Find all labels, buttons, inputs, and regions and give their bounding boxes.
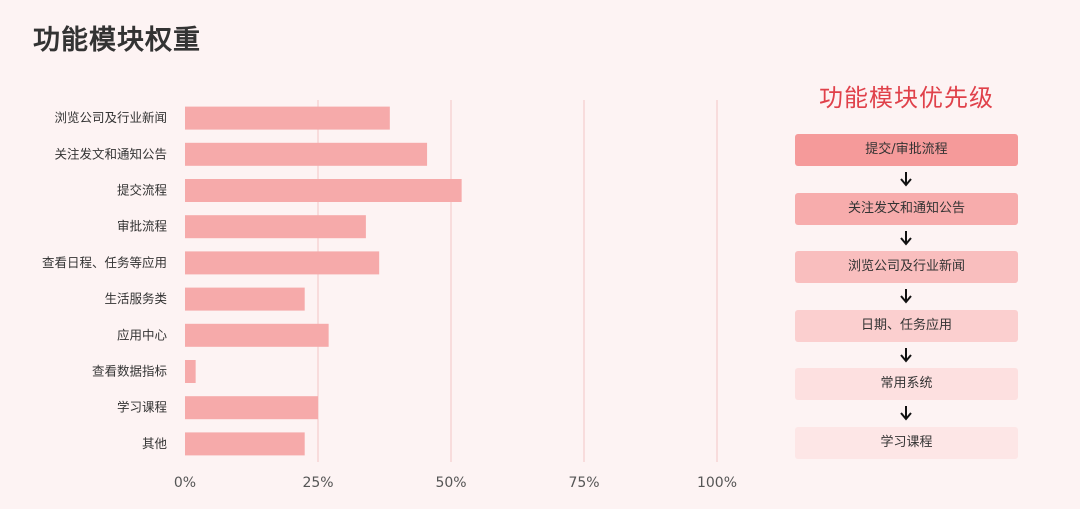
bar xyxy=(185,396,318,420)
priority-item: 提交/审批流程 xyxy=(795,134,1018,166)
bar xyxy=(185,251,380,275)
priority-item: 关注发文和通知公告 xyxy=(795,192,1018,225)
category-label: 其他 xyxy=(142,436,168,451)
bar xyxy=(185,142,428,166)
x-tick-label: 50% xyxy=(435,475,466,491)
priority-item: 常用系统 xyxy=(795,368,1018,401)
category-label: 查看数据指标 xyxy=(92,364,167,379)
page-title: 功能模块权重 xyxy=(33,25,201,56)
category-label: 浏览公司及行业新闻 xyxy=(54,110,167,125)
category-label: 查看日程、任务等应用 xyxy=(42,255,167,270)
bar xyxy=(185,287,305,311)
x-tick-label: 0% xyxy=(174,475,196,491)
arrow-down-icon xyxy=(900,289,912,304)
category-label: 应用中心 xyxy=(117,327,168,342)
arrow-down-icon xyxy=(900,347,912,363)
x-tick-label: 25% xyxy=(302,475,333,491)
x-tick-label: 100% xyxy=(697,475,737,491)
category-label: 审批流程 xyxy=(117,219,168,234)
bars xyxy=(185,106,462,456)
priority-item: 浏览公司及行业新闻 xyxy=(795,251,1018,284)
bar xyxy=(185,432,305,456)
priority-title: 功能模块优先级 xyxy=(819,84,994,112)
category-label: 学习课程 xyxy=(117,400,168,415)
priority-item: 学习课程 xyxy=(795,427,1018,459)
bar xyxy=(185,179,462,202)
priority-item: 日期、任务应用 xyxy=(795,309,1018,342)
arrow-down-icon xyxy=(900,172,912,187)
x-tick-labels: 0% 25% 50% 75% 100% xyxy=(174,475,737,491)
category-label: 关注发文和通知公告 xyxy=(54,146,167,161)
category-label: 生活服务类 xyxy=(104,291,167,306)
category-labels: 浏览公司及行业新闻关注发文和通知公告提交流程审批流程查看日程、任务等应用生活服务… xyxy=(42,110,168,451)
category-label: 提交流程 xyxy=(117,183,168,198)
bar xyxy=(185,215,366,239)
bar xyxy=(185,106,390,130)
bar xyxy=(185,323,329,347)
x-tick-label: 75% xyxy=(568,475,599,491)
bar-chart: 浏览公司及行业新闻关注发文和通知公告提交流程审批流程查看日程、任务等应用生活服务… xyxy=(42,100,737,491)
arrow-down-icon xyxy=(900,230,912,246)
arrow-down-icon xyxy=(900,406,912,421)
bar xyxy=(185,360,196,383)
